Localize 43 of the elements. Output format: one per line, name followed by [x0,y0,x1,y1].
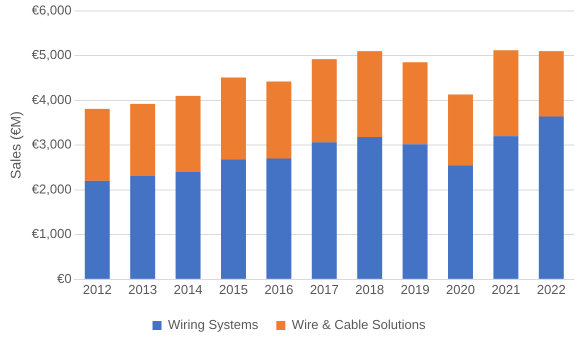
bar [448,94,473,166]
x-tick-label: 2017 [310,282,339,297]
y-axis-title: Sales (€M) [7,111,24,179]
bar [402,144,428,279]
bar [266,82,292,159]
bar [357,137,382,279]
bar [538,51,564,116]
x-tick-label: 2019 [400,282,430,297]
bar [176,172,201,279]
x-tick-label: 2016 [264,282,294,297]
bar [220,78,246,160]
x-tick-label: 2021 [491,282,520,297]
bar [266,158,292,279]
bar [312,142,337,279]
bar [220,159,246,279]
x-tick-label: 2013 [128,282,158,297]
x-tick-label: 2012 [82,282,112,297]
x-tick-label: 2014 [174,282,203,297]
bar [130,176,156,279]
x-tick-label: 2015 [219,282,248,297]
y-tick-label: €3,000 [32,136,72,152]
bar [130,104,156,176]
y-tick-label: €1,000 [32,226,72,242]
bar [493,136,518,279]
bar [538,116,564,279]
bar [84,180,110,279]
bar [84,108,110,181]
bar [176,96,201,172]
y-tick-label: €6,000 [32,2,72,18]
bar [357,51,382,138]
x-tick-label: 2020 [446,282,475,297]
bar [448,165,473,279]
x-tick-label: 2018 [355,282,384,297]
legend-label: Wire & Cable Solutions [292,317,426,332]
y-tick-label: €5,000 [32,47,72,62]
y-tick-label: €2,000 [32,181,72,196]
bar [402,62,428,144]
legend-label: Wiring Systems [168,317,259,332]
x-tick-label: 2022 [536,282,566,297]
y-tick-label: €4,000 [32,92,72,107]
bar [493,50,518,136]
bar [312,59,337,142]
y-tick-label: €0 [57,270,72,286]
